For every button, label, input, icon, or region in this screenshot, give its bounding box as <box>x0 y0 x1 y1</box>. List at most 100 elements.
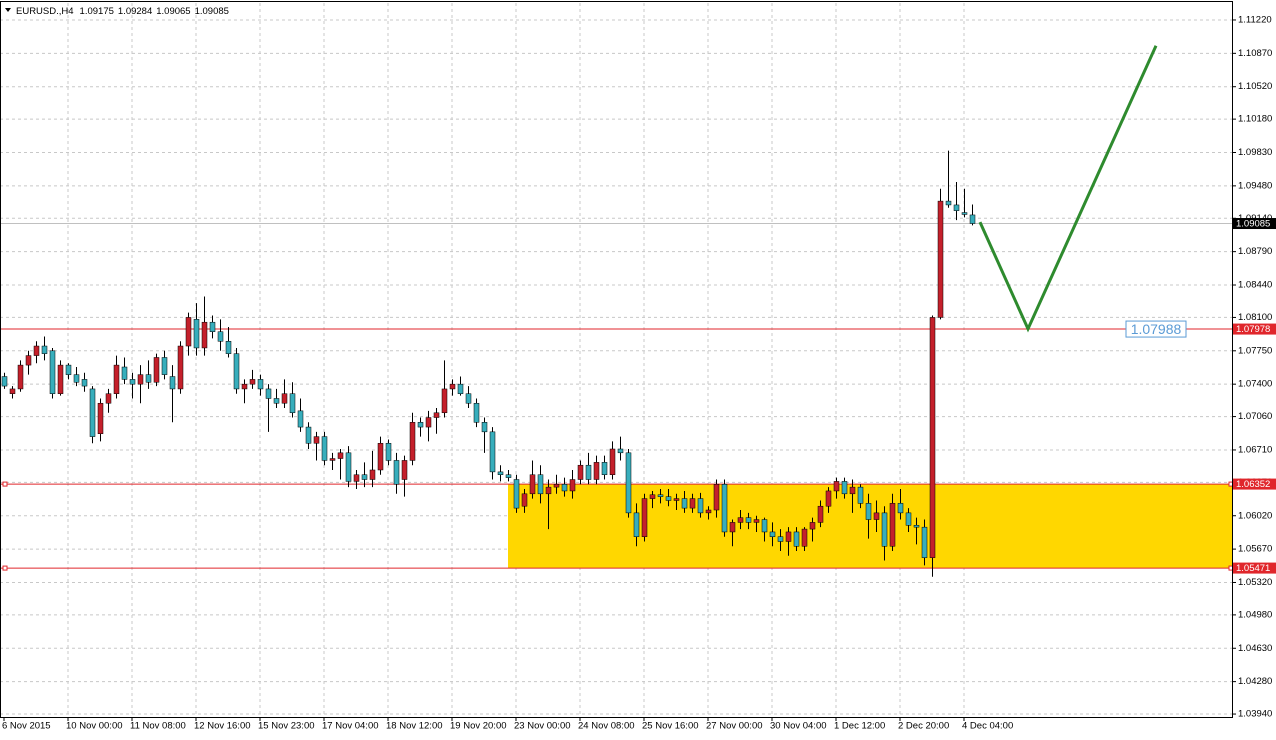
y-tick-label: 1.04630 <box>1238 643 1272 654</box>
candle-body <box>497 471 504 475</box>
candle-body <box>41 345 48 354</box>
candle-body <box>81 379 88 387</box>
candle-body <box>865 503 872 520</box>
candle-body <box>873 512 880 520</box>
candle-body <box>729 522 736 533</box>
candle-body <box>289 393 296 414</box>
close: 1.09085 <box>195 6 229 17</box>
candle-body <box>945 200 952 206</box>
candle-layer <box>1 150 976 577</box>
x-tick-label: 30 Nov 04:00 <box>770 721 827 732</box>
candle-body <box>969 214 976 224</box>
candle-body <box>49 350 56 394</box>
open: 1.09175 <box>80 6 114 17</box>
candle-body <box>817 505 824 523</box>
high: 1.09284 <box>118 6 152 17</box>
y-tick-label: 1.05670 <box>1238 544 1272 555</box>
candle-body <box>265 388 272 399</box>
candle-body <box>897 503 904 514</box>
candle-body <box>433 412 440 418</box>
candle-body <box>777 536 784 542</box>
low: 1.09065 <box>156 6 190 17</box>
axis-layer: 1.11220 1.10870 1.10520 1.10180 1.09830 1.094… <box>2 14 1276 732</box>
candle-body <box>321 436 328 461</box>
candle-body <box>953 204 960 211</box>
candle-body <box>449 383 456 390</box>
candle-body <box>521 493 528 507</box>
y-tick-label: 1.07060 <box>1238 411 1272 422</box>
candle-body <box>273 398 280 404</box>
y-tick-label: 1.08440 <box>1238 280 1272 291</box>
candle-body <box>721 484 728 533</box>
candle-body <box>657 494 664 497</box>
candle-body <box>401 460 408 480</box>
candle-body <box>833 481 840 492</box>
candle-body <box>1 376 8 387</box>
candle-body <box>801 528 808 547</box>
y-tick-label: 1.06020 <box>1238 510 1272 521</box>
candle-body <box>33 345 40 356</box>
plot-border <box>0 1 1233 718</box>
level-handle <box>2 565 8 571</box>
candle-body <box>281 393 288 404</box>
x-tick-label: 4 Dec 04:00 <box>962 721 1013 732</box>
candle-body <box>185 317 192 347</box>
x-tick-label: 25 Nov 16:00 <box>642 721 699 732</box>
candle-body <box>529 474 536 495</box>
candle-body <box>617 448 624 454</box>
candle-body <box>57 364 64 394</box>
candle-body <box>369 469 376 480</box>
candle-body <box>905 512 912 526</box>
candle-body <box>785 531 792 542</box>
candle-body <box>929 317 936 558</box>
zone <box>508 484 1232 569</box>
level-label-box <box>1233 562 1276 574</box>
candle-body <box>649 494 656 499</box>
candle-body <box>225 341 232 354</box>
candle-body <box>921 526 928 558</box>
candle-body <box>881 512 888 547</box>
candle-body <box>297 410 304 428</box>
candle-body <box>889 503 896 547</box>
x-tick-label: 23 Nov 00:00 <box>514 721 571 732</box>
x-tick-label: 18 Nov 12:00 <box>386 721 443 732</box>
x-tick-label: 1 Dec 12:00 <box>834 721 885 732</box>
candle-body <box>65 364 72 375</box>
candle-body <box>841 481 848 495</box>
candle-body <box>377 443 384 471</box>
candle-body <box>353 474 360 482</box>
candle-body <box>105 393 112 404</box>
x-tick-label: 12 Nov 16:00 <box>194 721 251 732</box>
candle-body <box>89 388 96 437</box>
candle-body <box>129 379 136 385</box>
candle-body <box>753 519 760 523</box>
candle-body <box>241 383 248 390</box>
candle-body <box>809 522 816 530</box>
x-tick-label: 27 Nov 00:00 <box>706 721 763 732</box>
candle-body <box>233 353 240 390</box>
candle-body <box>601 462 608 475</box>
candle-body <box>713 484 720 511</box>
y-tick-label: 1.09830 <box>1238 147 1272 158</box>
candle-body <box>329 458 336 461</box>
candle-body <box>113 364 120 394</box>
candle-body <box>17 364 24 390</box>
level-handle <box>2 481 8 487</box>
y-tick-label: 1.05320 <box>1238 577 1272 588</box>
y-tick-label: 1.10520 <box>1238 81 1272 92</box>
candle-body <box>825 490 832 507</box>
candle-body <box>137 374 144 385</box>
candle-body <box>193 319 200 349</box>
candle-body <box>153 357 160 383</box>
y-tick-label: 1.11220 <box>1238 14 1272 25</box>
candle-body <box>209 321 216 332</box>
candle-body <box>417 422 424 428</box>
candle-body <box>961 212 968 215</box>
y-tick-label: 1.08100 <box>1238 312 1272 323</box>
symbol: EURUSD.,H4 <box>16 6 74 17</box>
candle-body <box>633 512 640 537</box>
y-tick-label: 1.06710 <box>1238 444 1272 455</box>
candle-body <box>161 357 168 375</box>
candle-body <box>345 452 352 482</box>
